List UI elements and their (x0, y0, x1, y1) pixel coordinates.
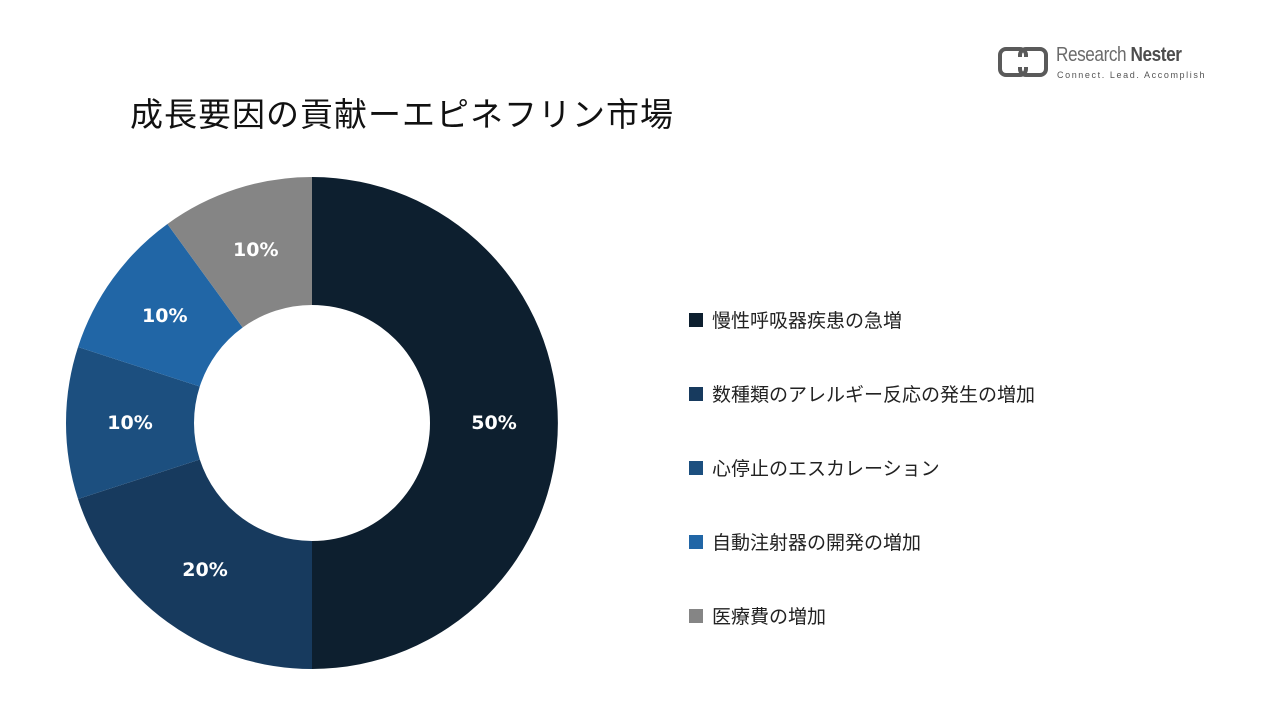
legend-item-4: 自動注射器の開発の増加 (689, 528, 921, 555)
legend-swatch-4 (689, 534, 703, 549)
legend-label-4: 自動注射器の開発の増加 (712, 532, 922, 554)
legend-swatch-3 (689, 460, 703, 475)
donut-slice-4 (78, 223, 243, 387)
legend-item-2: 数種類のアレルギー反応の発生の増加 (689, 380, 1035, 407)
donut-slice-1 (312, 177, 558, 669)
legend-item-3: 心停止のエスカレーション (689, 454, 940, 481)
legend-label-2: 数種類のアレルギー反応の発生の増加 (712, 384, 1036, 406)
slice-label-2: 20% (182, 559, 227, 581)
donut-slice-3 (65, 346, 200, 500)
logo-tagline: Connect. Lead. Accomplish (1057, 70, 1207, 80)
legend-label-1: 慢性呼吸器疾患の急増 (712, 310, 903, 332)
chart-title: 成長要因の貢献ーエピネフリン市場 (130, 95, 674, 134)
donut-slice-2 (78, 459, 312, 669)
donut-slice-labels: 50% 20% 10% 10% 10% (107, 239, 516, 581)
slice-label-4: 10% (142, 305, 187, 327)
logo-name-light: Research (1056, 44, 1127, 66)
donut-slices (65, 177, 558, 669)
legend-item-1: 慢性呼吸器疾患の急増 (689, 306, 902, 333)
logo-name: Research Nester (1056, 44, 1182, 67)
legend-item-5: 医療費の増加 (689, 602, 826, 629)
slice-label-1: 50% (471, 412, 516, 434)
legend-swatch-2 (689, 386, 703, 401)
logo-name-bold: Nester (1130, 44, 1182, 66)
research-nester-logo: Research Nester Connect. Lead. Accomplis… (998, 44, 1228, 84)
slice-label-3: 10% (107, 412, 152, 434)
legend-label-3: 心停止のエスカレーション (712, 458, 940, 480)
legend-swatch-5 (689, 608, 703, 623)
slice-label-5: 10% (233, 239, 278, 261)
legend-label-5: 医療費の増加 (712, 606, 827, 628)
logo-icon (998, 47, 1048, 77)
legend-swatch-1 (689, 312, 703, 327)
donut-slice-5 (167, 177, 312, 328)
